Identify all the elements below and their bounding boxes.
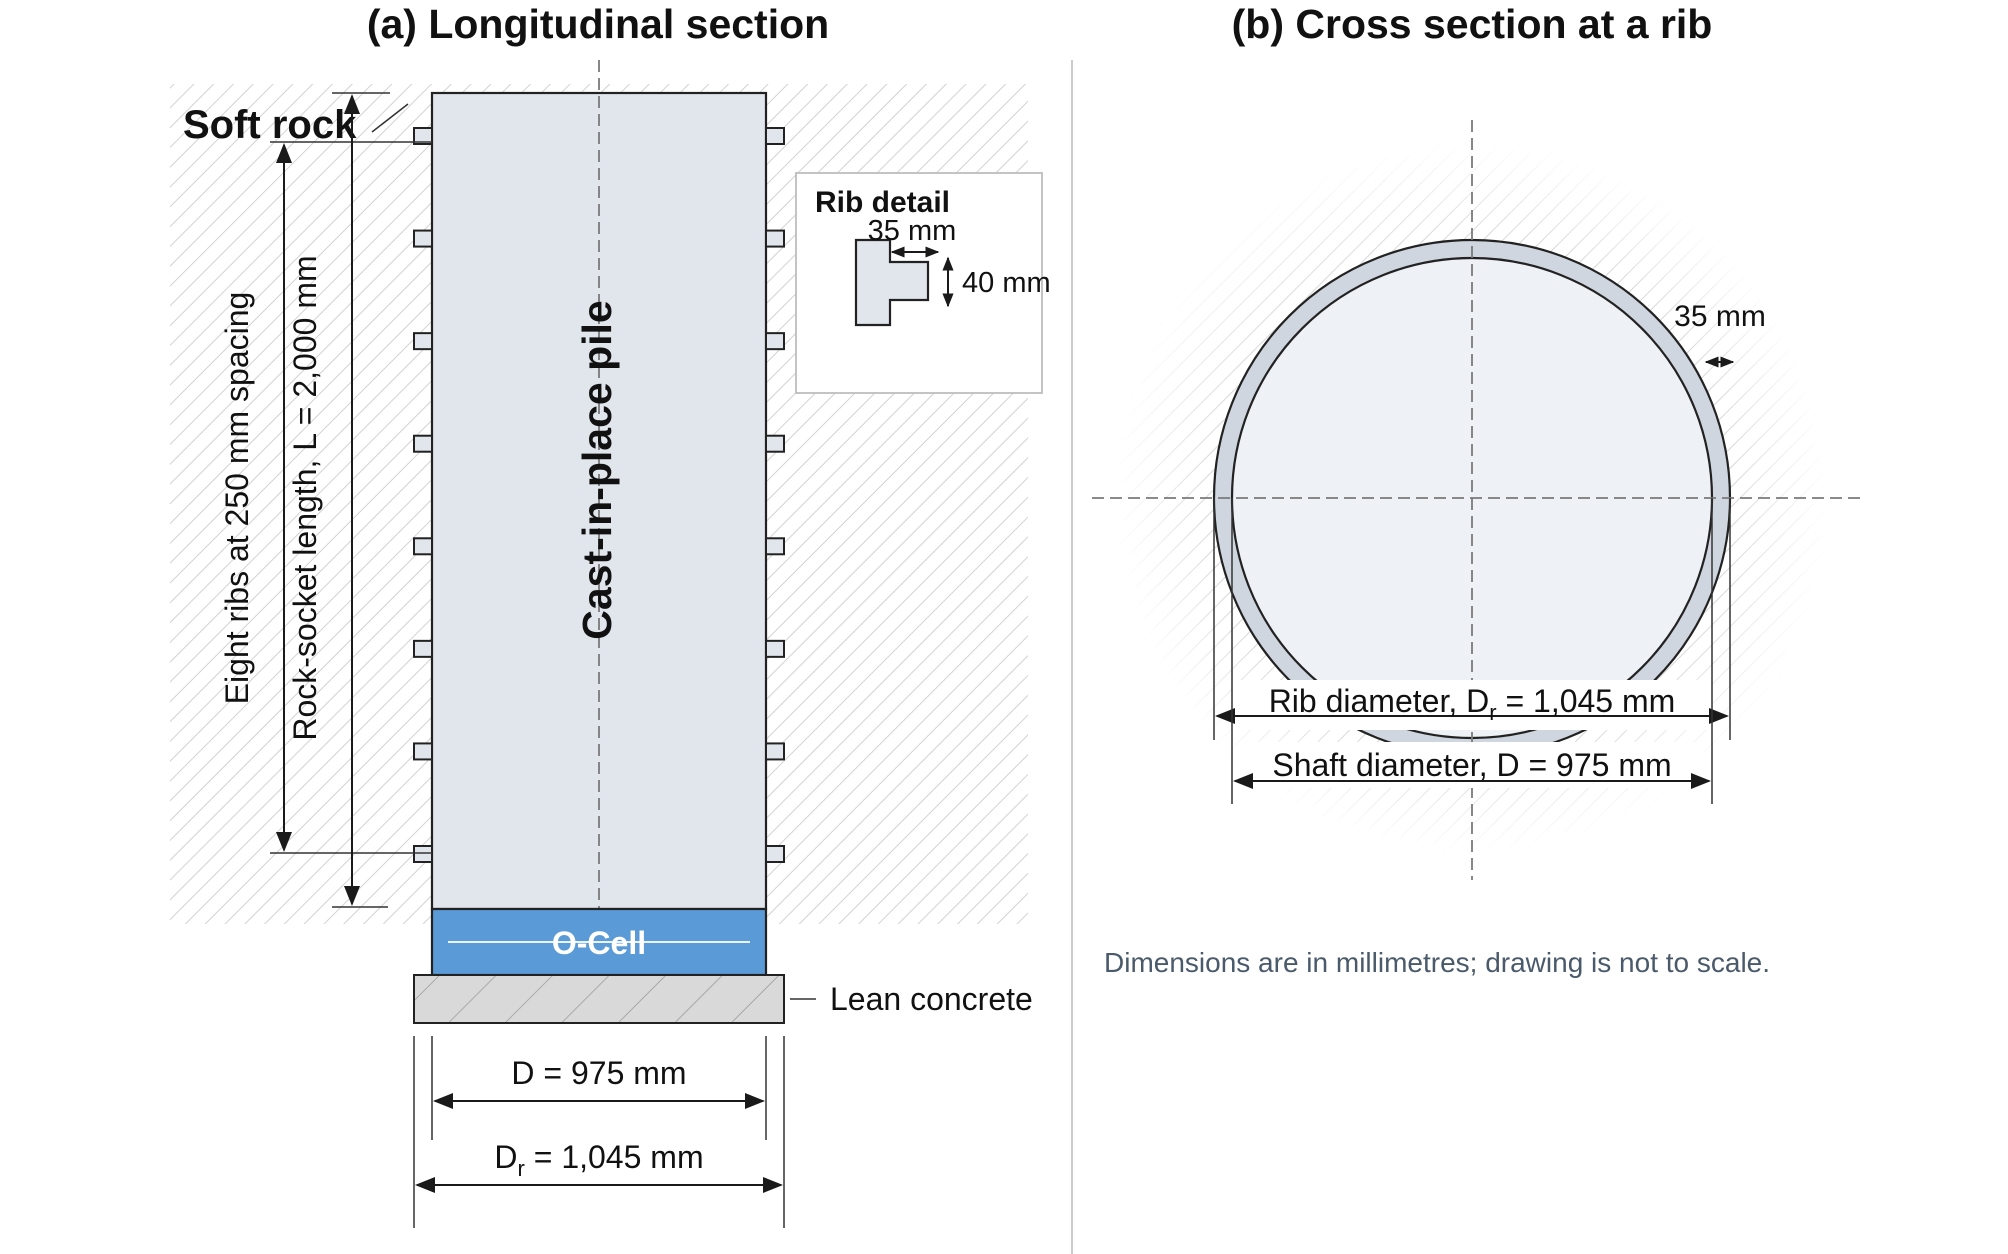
rib-left-8 <box>413 845 433 863</box>
rib-right-3 <box>765 332 785 351</box>
lean-concrete-label: Lean concrete <box>830 981 1033 1017</box>
rib-right-2 <box>765 229 785 248</box>
d-label: D = 975 mm <box>511 1055 686 1091</box>
rib-left-3 <box>413 332 433 351</box>
pile-ribs <box>413 127 785 863</box>
rib-right-1 <box>765 127 785 145</box>
panel-b-title: (b) Cross section at a rib <box>1232 1 1713 47</box>
rib-thickness-label: 35 mm <box>1674 300 1766 333</box>
rib-left-5 <box>413 537 433 556</box>
rib-left-2 <box>413 229 433 248</box>
ribs-spacing-label: Eight ribs at 250 mm spacing <box>219 292 255 705</box>
ocell-label: O-Cell <box>552 925 646 961</box>
pile-label: Cast-in-place pile <box>574 300 620 639</box>
scale-note: Dimensions are in millimetres; drawing i… <box>1104 947 1770 978</box>
shaft-diameter-label: Shaft diameter, D = 975 mm <box>1272 747 1671 783</box>
rib-left-7 <box>413 742 433 761</box>
socket-length-label: Rock-socket length, L = 2,000 mm <box>287 255 323 740</box>
rib-left-6 <box>413 639 433 658</box>
rib-right-4 <box>765 434 785 453</box>
rib-detail-width: 35 mm <box>868 215 957 247</box>
rib-right-6 <box>765 639 785 658</box>
dr-label: Dr = 1,045 mm <box>494 1139 703 1181</box>
rib-diameter-label: Rib diameter, Dr = 1,045 mm <box>1269 683 1676 725</box>
panel-a-title: (a) Longitudinal section <box>367 1 829 47</box>
rib-detail-height: 40 mm <box>962 267 1051 299</box>
rib-right-7 <box>765 742 785 761</box>
rib-right-8 <box>765 845 785 863</box>
rib-right-5 <box>765 537 785 556</box>
rib-detail-shape <box>854 238 930 327</box>
rib-detail-title: Rib detail <box>815 186 950 219</box>
soft-rock-label: Soft rock <box>183 103 357 147</box>
soft-rock-leader <box>371 103 409 133</box>
lean-concrete <box>413 974 785 1024</box>
rib-left-1 <box>413 127 433 145</box>
rib-left-4 <box>413 434 433 453</box>
